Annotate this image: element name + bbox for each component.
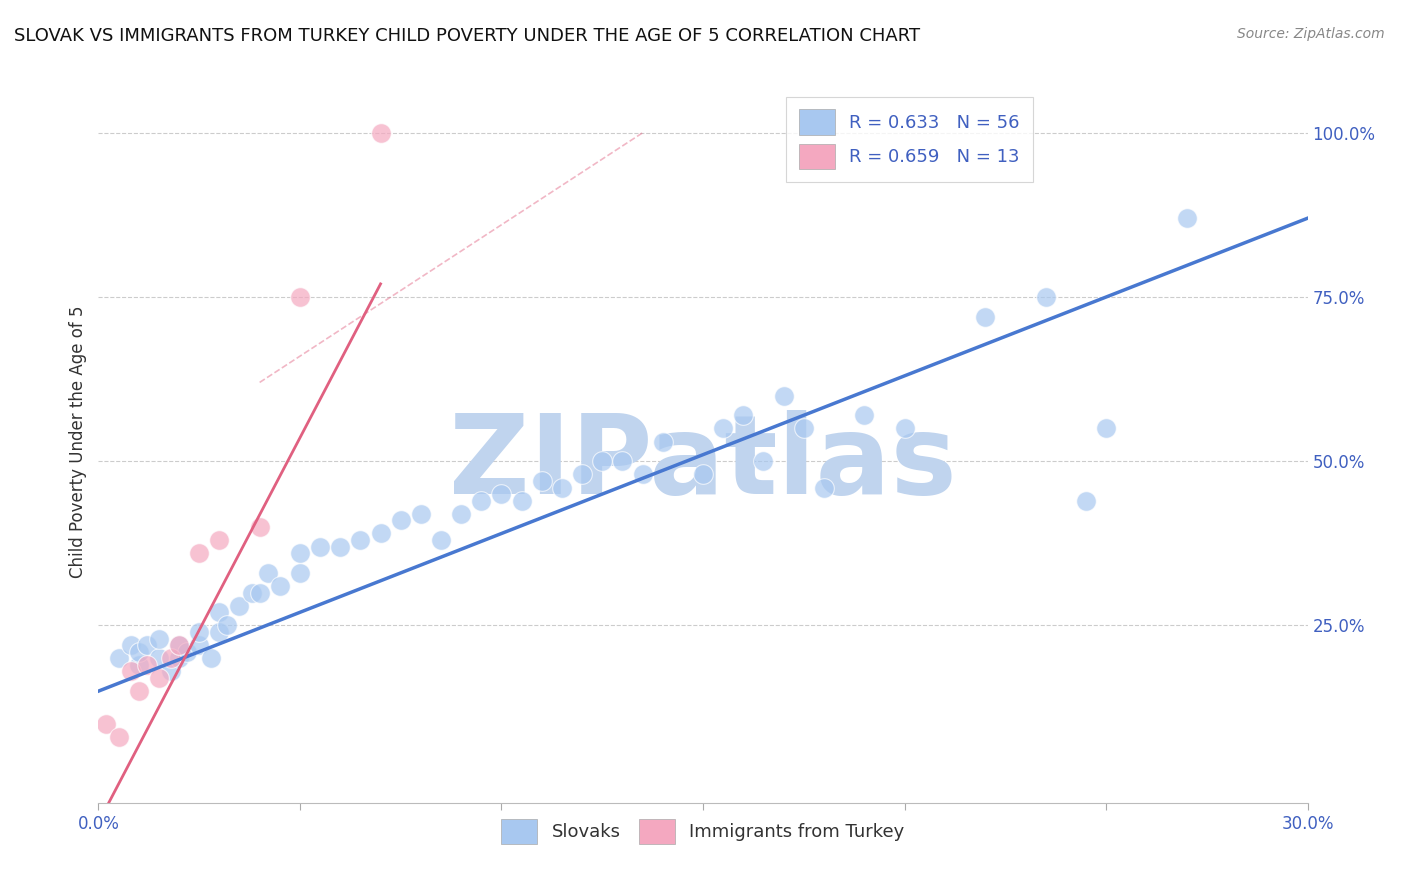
Point (288, 566, 311, 580)
Point (188, 638, 211, 652)
Point (591, 454, 613, 468)
Legend: Slovaks, Immigrants from Turkey: Slovaks, Immigrants from Turkey (494, 812, 912, 852)
Point (200, 651, 222, 665)
Y-axis label: Child Poverty Under the Age of 5: Child Poverty Under the Age of 5 (69, 305, 87, 578)
Point (228, 599, 250, 613)
Point (370, 126, 392, 140)
Point (120, 665, 142, 679)
Point (128, 645, 150, 659)
Point (288, 546, 311, 560)
Point (167, 638, 190, 652)
Point (120, 638, 142, 652)
Point (853, 409, 876, 423)
Point (167, 651, 190, 665)
Point (188, 625, 211, 640)
Point (711, 421, 734, 435)
Point (309, 540, 332, 554)
Point (631, 467, 654, 482)
Point (733, 409, 755, 423)
Point (893, 421, 915, 435)
Point (135, 657, 157, 672)
Point (530, 474, 553, 488)
Point (128, 684, 150, 698)
Point (1175, 211, 1198, 226)
Point (389, 513, 412, 527)
Text: Source: ZipAtlas.com: Source: ZipAtlas.com (1237, 27, 1385, 41)
Point (148, 671, 170, 685)
Text: SLOVAK VS IMMIGRANTS FROM TURKEY CHILD POVERTY UNDER THE AGE OF 5 CORRELATION CH: SLOVAK VS IMMIGRANTS FROM TURKEY CHILD P… (14, 27, 920, 45)
Point (752, 454, 775, 468)
Point (470, 493, 492, 508)
Point (1035, 290, 1057, 304)
Point (450, 507, 472, 521)
Point (551, 481, 574, 495)
Point (651, 434, 673, 449)
Point (1095, 421, 1118, 435)
Point (1074, 493, 1097, 508)
Point (188, 546, 211, 560)
Point (176, 645, 198, 659)
Point (793, 421, 815, 435)
Point (96, 717, 118, 731)
Point (288, 290, 311, 304)
Point (813, 481, 835, 495)
Point (217, 618, 239, 632)
Point (329, 540, 352, 554)
Point (491, 487, 513, 501)
Point (249, 585, 271, 599)
Point (128, 657, 150, 672)
Point (349, 533, 371, 547)
Point (167, 638, 190, 652)
Point (430, 533, 453, 547)
Point (974, 310, 997, 324)
Point (692, 467, 714, 482)
Point (208, 533, 231, 547)
Point (256, 566, 278, 580)
Point (107, 651, 129, 665)
Point (160, 651, 183, 665)
Point (148, 651, 170, 665)
Point (409, 507, 432, 521)
Point (510, 493, 533, 508)
Point (772, 388, 794, 402)
Point (240, 585, 263, 599)
Point (148, 632, 170, 646)
Point (612, 454, 634, 468)
Point (370, 526, 392, 541)
Point (208, 605, 231, 619)
Point (269, 579, 291, 593)
Point (571, 467, 593, 482)
Text: ZIPatlas: ZIPatlas (449, 409, 957, 516)
Point (160, 665, 183, 679)
Point (135, 638, 157, 652)
Point (208, 625, 231, 640)
Point (107, 730, 129, 744)
Point (249, 520, 271, 534)
